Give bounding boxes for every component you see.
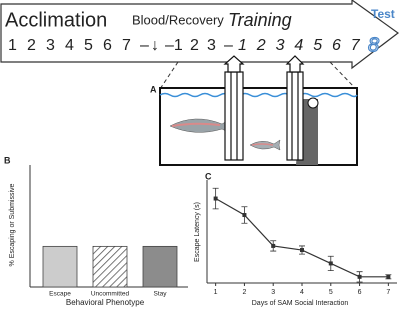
- panel-label: B: [4, 155, 11, 165]
- test-day-label: 8: [368, 34, 379, 56]
- bar: [42, 245, 78, 288]
- x-tick-label: Uncommitted: [91, 291, 130, 298]
- point: [328, 261, 333, 266]
- day-label: 2: [27, 37, 36, 54]
- x-tick-label: 4: [300, 289, 304, 296]
- training-day-label: 3: [276, 37, 285, 54]
- water-surface: [159, 92, 358, 98]
- x-tick-label: 6: [358, 289, 362, 296]
- cooling-tube: [285, 55, 305, 161]
- training-day-label: 4: [294, 37, 303, 54]
- zoom-line: [159, 61, 179, 90]
- day-label: 2: [190, 37, 199, 54]
- day-label: –: [224, 37, 233, 54]
- day-label: 4: [65, 37, 74, 54]
- test-label: Test: [371, 7, 395, 21]
- panel-label: A: [150, 84, 157, 94]
- training-label: Training: [228, 10, 292, 30]
- timeline-arrow: [0, 0, 400, 70]
- x-tick-label: 5: [329, 289, 333, 296]
- y-axis-label: % Escaping or Submissive: [9, 183, 16, 266]
- training-day-label: 6: [332, 37, 341, 54]
- point: [300, 248, 304, 253]
- day-label: 3: [46, 37, 55, 54]
- point: [242, 213, 247, 218]
- point: [213, 196, 218, 201]
- point: [386, 274, 391, 279]
- blood-recovery-label: Blood/Recovery: [132, 12, 224, 27]
- day-label: 5: [84, 37, 93, 54]
- training-day-label: 7: [351, 37, 361, 54]
- x-tick-label: 1: [214, 289, 218, 296]
- day-label: 6: [103, 37, 112, 54]
- hole: [307, 97, 319, 109]
- training-day-label: 5: [313, 37, 322, 54]
- day-label: –1: [165, 37, 183, 54]
- day-label: 1: [8, 37, 17, 54]
- cooling-tube: [223, 55, 245, 161]
- x-tick-label: 7: [386, 289, 390, 296]
- point: [271, 243, 276, 248]
- panel-label: C: [205, 171, 212, 181]
- x-tick-label: 3: [271, 289, 275, 296]
- day-label: 3: [207, 37, 216, 54]
- day-label: –: [140, 37, 149, 54]
- day-row: 1 2 3 4 5 6 7– ↓ –1 2 3–1 2 3 4 5 6 7 8: [8, 34, 380, 57]
- bar: [142, 245, 178, 288]
- bar: [92, 245, 128, 288]
- x-tick-label: Stay: [153, 291, 167, 298]
- acclimation-label: Acclimation: [5, 9, 107, 31]
- day-label: 7: [122, 37, 131, 54]
- x-axis-label: Days of SAM Social Interaction: [252, 300, 349, 307]
- x-axis-label: Behavioral Phenotype: [66, 298, 145, 307]
- fish: [249, 139, 281, 151]
- day-label: ↓: [151, 37, 159, 54]
- training-day-label: 1: [238, 37, 247, 54]
- training-day-label: 2: [256, 37, 266, 54]
- point: [357, 274, 362, 279]
- line: [215, 198, 389, 278]
- zoom-line: [329, 61, 357, 90]
- x-tick-label: Escape: [49, 291, 71, 298]
- x-tick-label: 2: [242, 289, 246, 296]
- y-axis-label: Escape Latency (s): [194, 202, 201, 262]
